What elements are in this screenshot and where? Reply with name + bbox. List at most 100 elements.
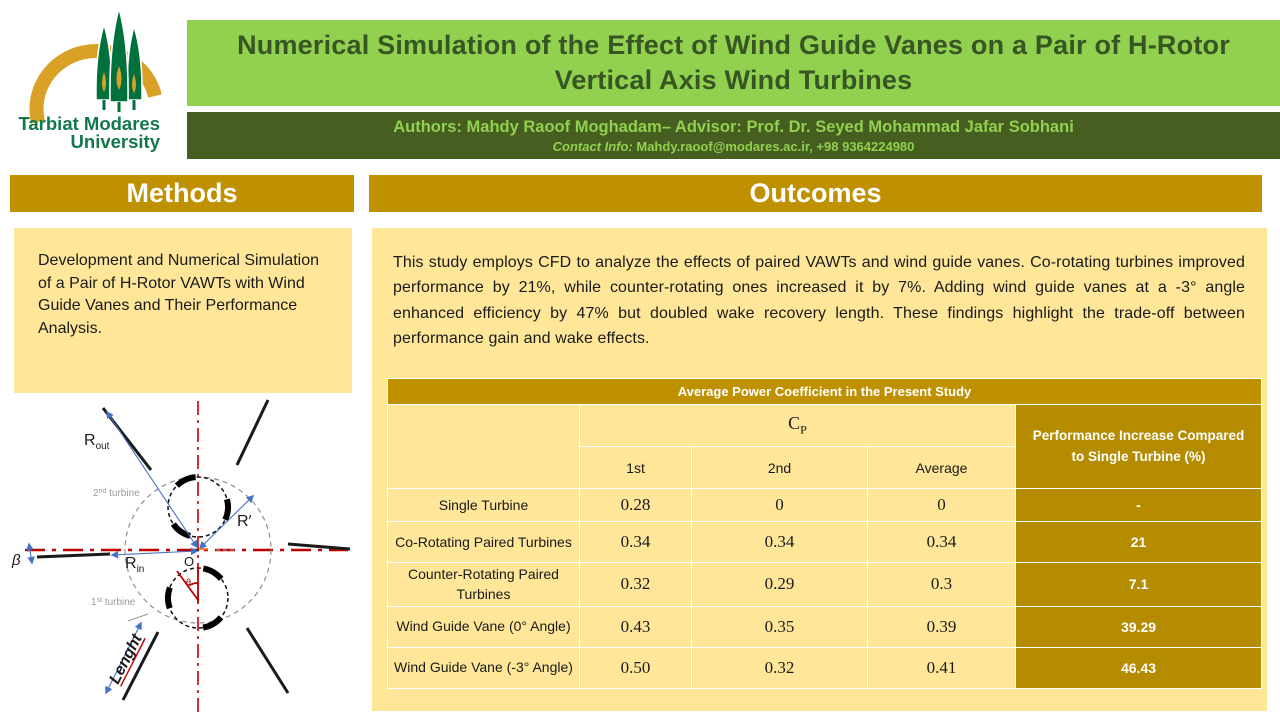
methods-header: Methods	[10, 175, 354, 212]
table-row: Single Turbine 0.28 0 0 -	[387, 488, 1263, 522]
origin-dot	[196, 548, 200, 552]
row-label: Single Turbine	[387, 488, 580, 522]
table-row: Co-Rotating Paired Turbines 0.34 0.34 0.…	[387, 521, 1263, 563]
r-out-sub: out	[96, 441, 110, 452]
cp-header: CP	[579, 404, 1016, 447]
turbine-2-num: 2	[93, 488, 99, 499]
table-row: Wind Guide Vane (0° Angle) 0.43 0.35 0.3…	[387, 605, 1263, 648]
perf-value: 46.43	[1014, 646, 1263, 689]
r-in-base: R	[125, 555, 137, 572]
contact-line: Contact Info: Mahdy.raoof@modares.ac.ir,…	[187, 138, 1280, 156]
theta-angle-marker	[176, 567, 199, 603]
col-header-1st: 1st	[579, 446, 692, 489]
col-header-2nd: 2nd	[691, 446, 868, 489]
col-header-average: Average	[867, 446, 1016, 489]
cp-1st-value: 0.32	[579, 562, 692, 607]
beta-arrow	[26, 542, 35, 565]
vane-left	[36, 552, 111, 559]
university-logo: Tarbiat Modares University	[0, 0, 186, 170]
turbine-1-num: 1	[91, 597, 97, 608]
turbine-2-label: 2nd turbine	[93, 488, 140, 499]
turbine-1-rest: turbine	[102, 597, 136, 608]
table-title: Average Power Coefficient in the Present…	[386, 378, 1263, 405]
cp-1st-value: 0.28	[579, 488, 692, 522]
cp-base: C	[788, 413, 801, 434]
cp-2nd-value: 0	[691, 488, 868, 522]
vane-top-right	[235, 399, 270, 466]
outcomes-text: This study employs CFD to analyze the ef…	[393, 254, 1245, 347]
turbine-2-sup: nd	[99, 488, 107, 495]
cp-average-value: 0.39	[867, 605, 1016, 648]
methods-title: Methods	[126, 178, 238, 208]
length-label-underline	[120, 637, 146, 687]
cp-1st-value: 0.50	[579, 646, 692, 689]
beta-label: β	[11, 552, 21, 569]
row-label: Co-Rotating Paired Turbines	[387, 521, 580, 563]
r-out-label: Rout	[84, 432, 110, 452]
length-arrow	[105, 621, 142, 695]
r-out-arrow	[106, 410, 198, 549]
origin-label: O	[184, 554, 194, 569]
cp-sub: P	[800, 422, 807, 437]
perf-header: Performance Increase Compared to Single …	[1014, 404, 1263, 489]
logo-arch-shape	[29, 43, 162, 124]
table-row: Wind Guide Vane (-3° Angle) 0.50 0.32 0.…	[387, 646, 1263, 689]
perf-value: -	[1014, 488, 1263, 522]
length-label-group: Lenght	[106, 631, 146, 687]
contact-value: Mahdy.raoof@modares.ac.ir, +98 936422498…	[632, 138, 915, 154]
r-out-base: R	[84, 432, 96, 449]
r-in-label: Rin	[125, 555, 144, 575]
poster-title: Numerical Simulation of the Effect of Wi…	[237, 29, 1230, 95]
methods-body: Development and Numerical Simulation of …	[14, 228, 352, 393]
turbine-2-rest: turbine	[106, 488, 140, 499]
dimension-arrows	[26, 410, 255, 695]
cp-2nd-value: 0.32	[691, 646, 868, 689]
logo-cypress-trees	[95, 4, 143, 112]
r-prime-label: R′	[237, 513, 252, 530]
r-in-arrow	[110, 547, 199, 559]
r-prime-arrow	[198, 494, 255, 550]
table-title-row: Average Power Coefficient in the Present…	[386, 378, 1263, 405]
turbine-1-label: 1st turbine	[91, 597, 136, 608]
table-row: Counter-Rotating Paired Turbines 0.32 0.…	[387, 562, 1263, 607]
logo-text-line2: University	[71, 131, 161, 152]
perf-value: 21	[1014, 521, 1263, 563]
authors-line: Authors: Mahdy Raoof Moghadam– Advisor: …	[393, 118, 1074, 136]
authors-bar: Authors: Mahdy Raoof Moghadam– Advisor: …	[187, 112, 1280, 159]
cp-2nd-value: 0.35	[691, 605, 868, 648]
cp-1st-value: 0.34	[579, 521, 692, 563]
r-in-sub: in	[137, 564, 145, 575]
row-label: Wind Guide Vane (0° Angle)	[387, 605, 580, 648]
vane-bottom-right	[245, 627, 290, 694]
turbine-schematic-diagram: Rout R′ Rin β O θ 2nd turbine 1st turbin…	[11, 399, 351, 715]
cp-2nd-value: 0.34	[691, 521, 868, 563]
cp-average-value: 0.41	[867, 646, 1016, 689]
cp-1st-value: 0.43	[579, 605, 692, 648]
turbine-1-blades	[165, 565, 231, 631]
cp-average-value: 0	[867, 488, 1016, 522]
table-corner-cell	[387, 404, 580, 489]
university-logo-icon: Tarbiat Modares University	[18, 4, 162, 152]
row-label: Counter-Rotating Paired Turbines	[387, 562, 580, 607]
outcomes-header: Outcomes	[369, 175, 1262, 212]
cp-average-value: 0.3	[867, 562, 1016, 607]
cp-2nd-value: 0.29	[691, 562, 868, 607]
outcomes-panel: This study employs CFD to analyze the ef…	[372, 228, 1267, 711]
length-label: Lenght	[106, 631, 146, 687]
theta-label: θ	[186, 577, 191, 587]
cp-average-value: 0.34	[867, 521, 1016, 563]
table-subheader-row: 1st 2nd Average	[388, 446, 1262, 489]
perf-value: 39.29	[1014, 605, 1263, 648]
table-header-row-cp: CP Performance Increase Compared to Sing…	[387, 404, 1263, 489]
length-reference-line	[127, 613, 149, 622]
results-table: Average Power Coefficient in the Present…	[386, 378, 1263, 689]
logo-tree-drops	[102, 66, 136, 93]
logo-text-line1: Tarbiat Modares	[18, 113, 160, 134]
outcomes-title: Outcomes	[749, 178, 882, 208]
contact-label: Contact Info:	[552, 138, 633, 154]
perf-value: 7.1	[1014, 562, 1263, 607]
methods-text: Development and Numerical Simulation of …	[38, 252, 320, 338]
vane-right	[287, 542, 351, 551]
row-label: Wind Guide Vane (-3° Angle)	[387, 646, 580, 689]
